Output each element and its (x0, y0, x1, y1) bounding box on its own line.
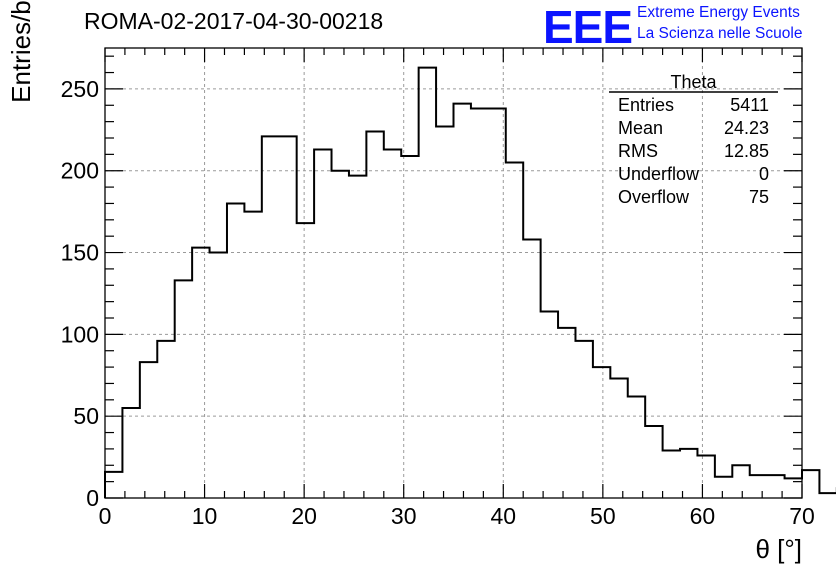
histogram-bin (732, 465, 749, 498)
stats-box: Theta Entries 5411 Mean 24.23 RMS 12.85 Underfl… (609, 72, 778, 207)
histogram-bin (575, 341, 592, 498)
stats-row-value: 5411 (730, 95, 769, 115)
y-tick-label: 250 (61, 76, 99, 102)
histogram-bin (663, 451, 680, 498)
histogram-bin (384, 149, 401, 498)
eee-logo-line1: Extreme Energy Events (637, 4, 800, 21)
stats-row-label: Mean (618, 118, 663, 138)
histogram-layer (104, 66, 836, 498)
histogram-bin (610, 379, 627, 498)
histogram-bin (628, 397, 645, 498)
histogram-bin (244, 212, 261, 498)
histogram-bin (332, 171, 349, 498)
histogram-bin (802, 470, 819, 498)
axes-layer (104, 47, 803, 499)
histogram-bin (401, 156, 418, 498)
histogram-outline (104, 66, 836, 498)
histogram-bin (541, 311, 558, 498)
x-tick-label: 0 (99, 503, 112, 529)
histogram-bin (436, 127, 453, 498)
histogram-bin (680, 449, 697, 498)
y-tick-label: 50 (73, 403, 99, 429)
histogram-bin (227, 203, 244, 498)
x-tick-label: 30 (391, 503, 417, 529)
histogram-bin (349, 176, 366, 498)
histogram-bin (175, 280, 192, 498)
histogram-bin (697, 455, 714, 498)
x-tick-label: 70 (789, 503, 815, 529)
y-tick-label: 0 (86, 485, 99, 511)
stats-row-value: 12.85 (724, 141, 769, 161)
eee-logo: EEE Extreme Energy Events La Scienza nel… (543, 1, 833, 53)
histogram-bin (419, 68, 436, 498)
histogram-bin (558, 328, 575, 498)
histogram-bin (715, 477, 732, 498)
stats-row-label: RMS (618, 141, 658, 161)
stats-row-label: Underflow (618, 164, 700, 184)
plot-frame (104, 47, 803, 499)
eee-logo-line2: La Scienza nelle Scuole (637, 25, 803, 42)
histogram-bin (488, 109, 505, 498)
histogram-bin (140, 362, 157, 498)
grid-layer (105, 48, 802, 498)
stats-row-value: 75 (749, 187, 769, 207)
stats-row-value: 0 (759, 164, 769, 184)
x-tick-label: 50 (590, 503, 616, 529)
y-tick-label: 200 (61, 158, 99, 184)
histogram-bin (819, 493, 836, 498)
histogram-bin (645, 426, 662, 498)
histogram-bin (314, 149, 331, 498)
histogram-bin (366, 131, 383, 498)
histogram-bin (297, 223, 314, 498)
stats-row-value: 24.23 (724, 118, 769, 138)
histogram-bin (523, 239, 540, 498)
histogram-bin (471, 109, 488, 498)
histogram-bin (192, 248, 209, 498)
eee-logo-mark: EEE (543, 1, 633, 53)
histogram-bin (157, 341, 174, 498)
y-tick-label: 100 (61, 321, 99, 347)
histogram-bin (593, 367, 610, 498)
y-tick-label: 150 (61, 240, 99, 266)
histogram-bin (122, 408, 139, 498)
histogram-bin (210, 253, 227, 498)
x-tick-label: 40 (490, 503, 516, 529)
x-axis-label: θ [°] (755, 534, 802, 564)
stats-row-label: Overflow (618, 187, 690, 207)
chart-title: ROMA-02-2017-04-30-00218 (84, 8, 384, 34)
histogram-bin (750, 475, 767, 498)
histogram-bin (279, 136, 296, 498)
tick-label-layer: 0 10 20 30 40 50 60 70 0 50 100 150 200 250 (61, 76, 815, 529)
histogram-bin (506, 163, 523, 498)
x-tick-label: 10 (192, 503, 218, 529)
histogram-bin (454, 104, 471, 498)
histogram-bin (262, 136, 279, 498)
x-tick-label: 20 (291, 503, 317, 529)
stats-title: Theta (670, 72, 717, 92)
x-tick-label: 60 (690, 503, 716, 529)
histogram-bin (105, 472, 122, 498)
stats-row-label: Entries (618, 95, 674, 115)
